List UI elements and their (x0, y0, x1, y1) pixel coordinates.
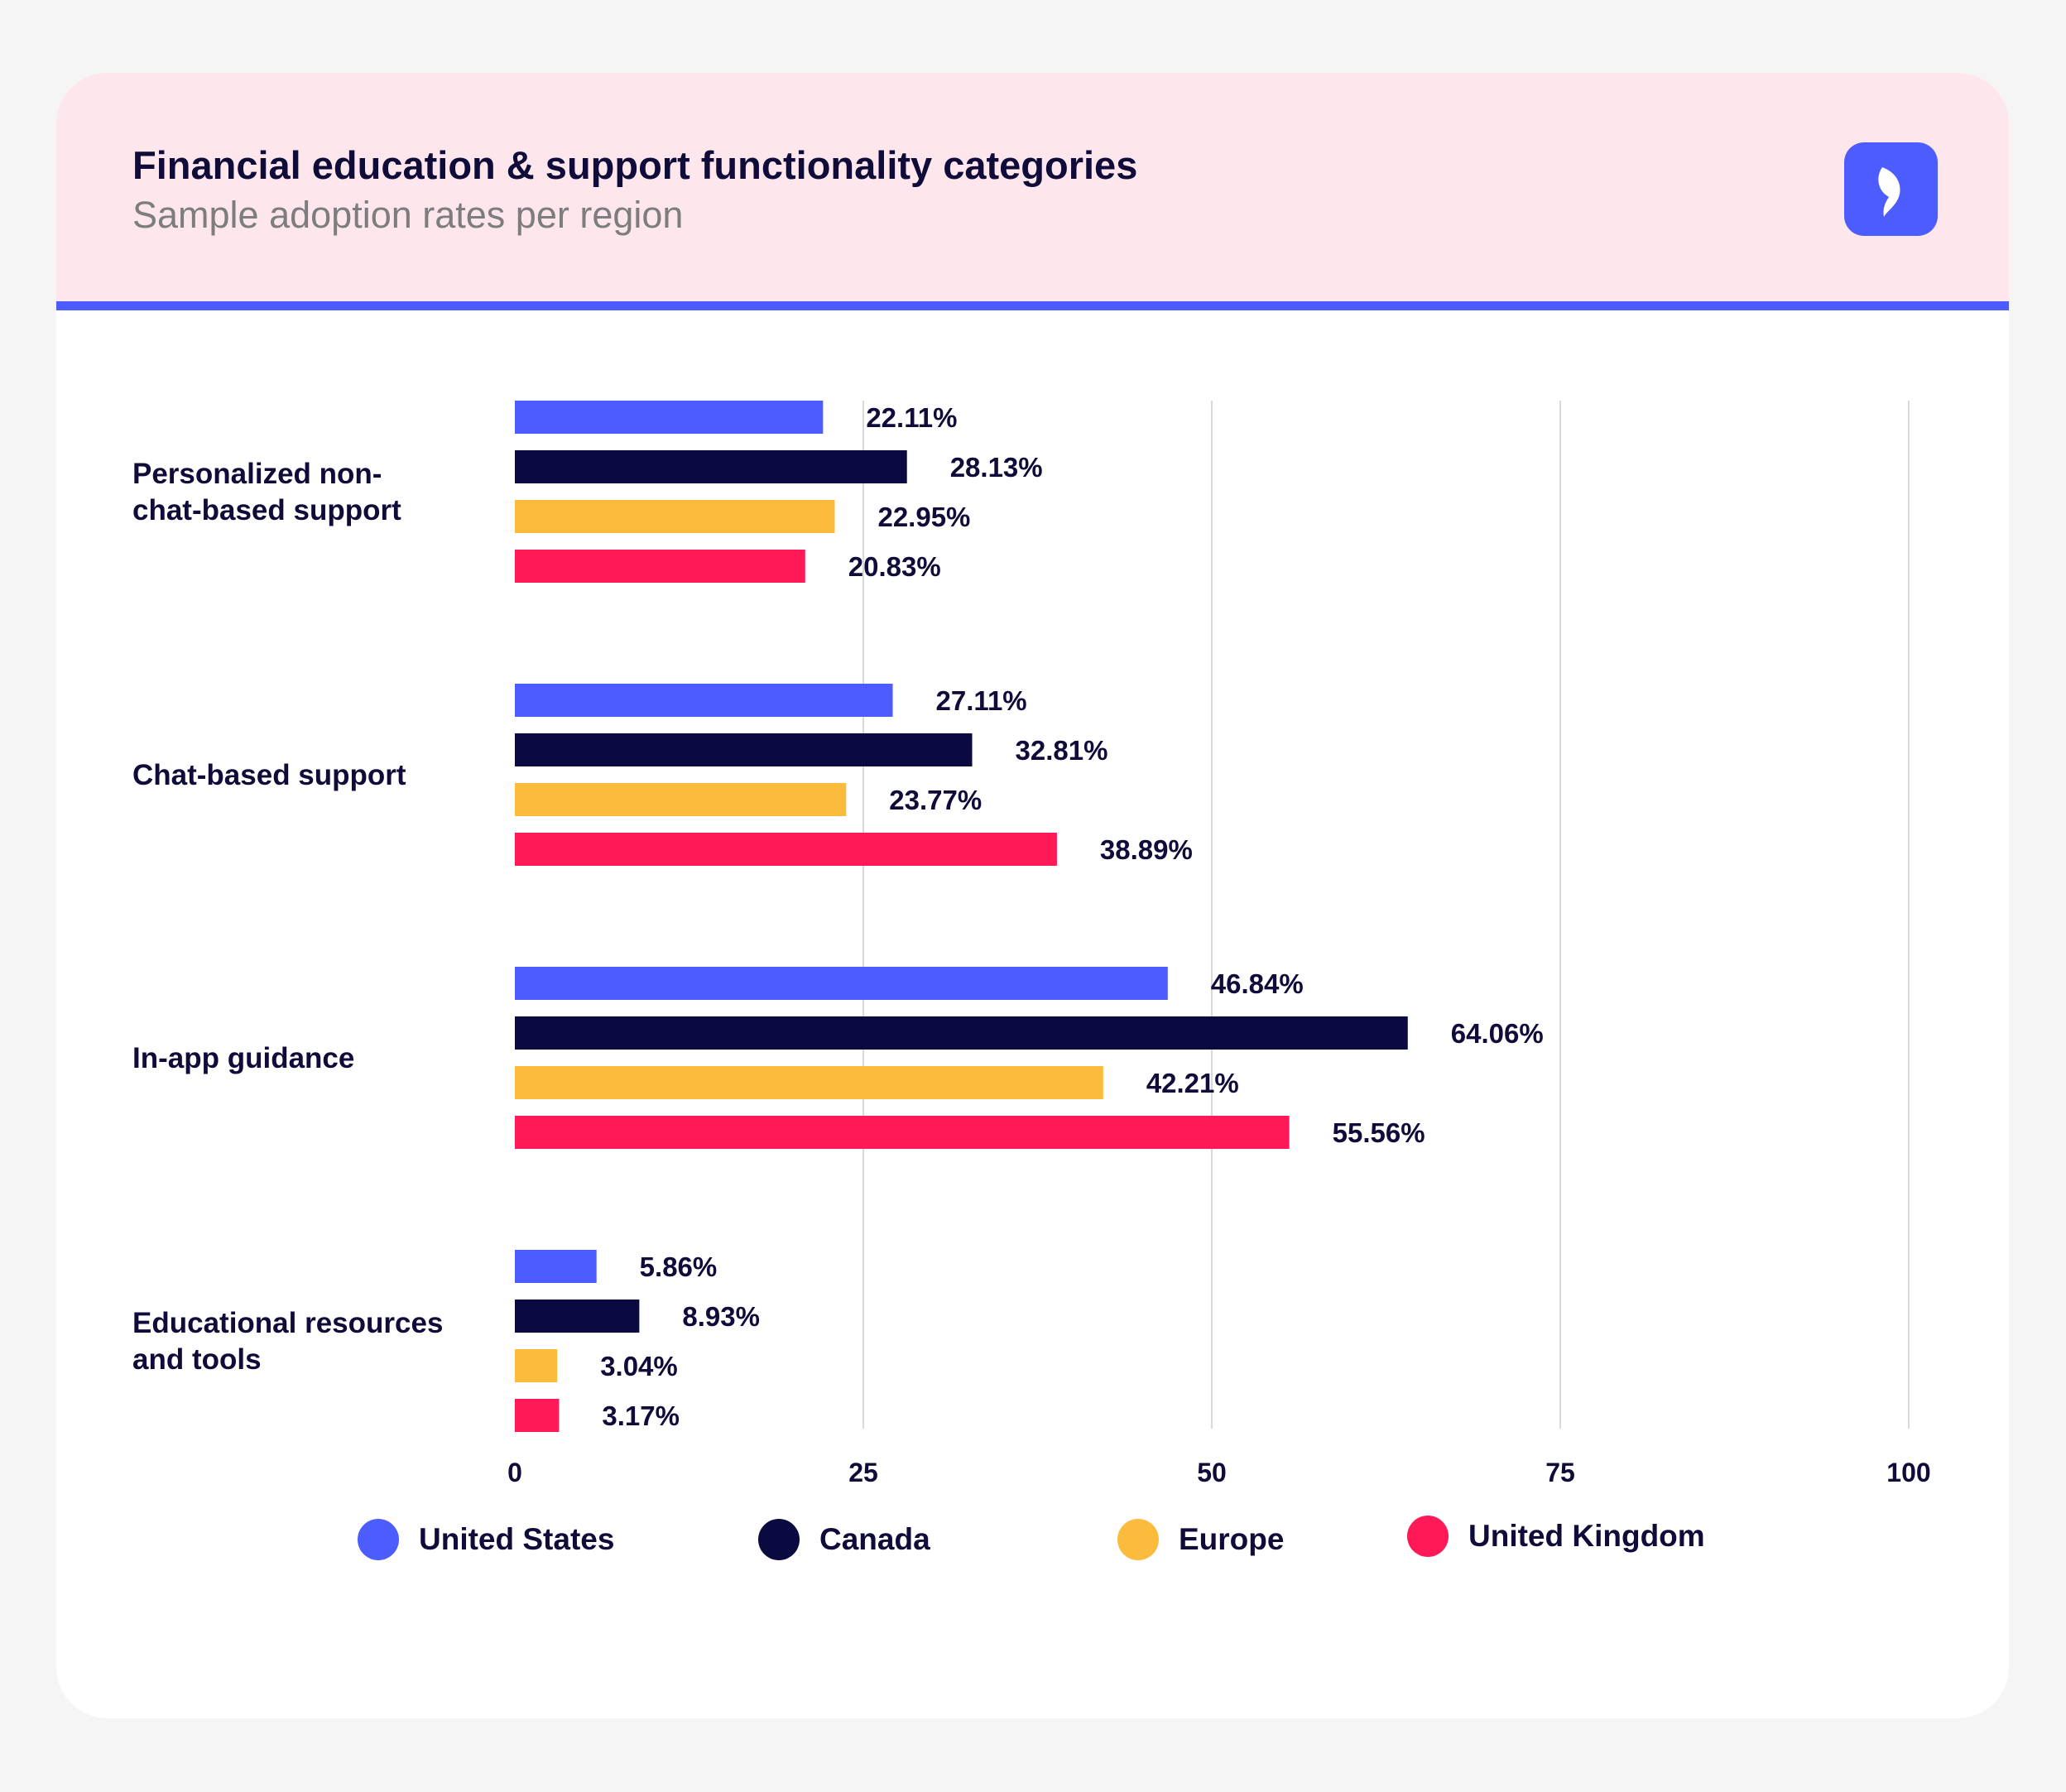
category-label-personalized-non-chat-based-support: Personalized non-chat-based support (132, 458, 401, 526)
category-label-line: Educational resources (132, 1307, 443, 1339)
value-label-personalized-non-chat-based-support-europe: 22.95% (877, 502, 970, 532)
value-label-personalized-non-chat-based-support-united-kingdom: 20.83% (848, 551, 941, 582)
category-label-line: and tools (132, 1343, 262, 1376)
brand-leaf-icon (1844, 142, 1938, 236)
legend-item-canada: Canada (758, 1506, 930, 1573)
category-label-in-app-guidance: In-app guidance (132, 1042, 354, 1074)
bar-chat-based-support-canada (515, 733, 973, 766)
legend-item-united-states: United States (358, 1506, 614, 1573)
bar-educational-resources-and-tools-united-kingdom (515, 1399, 560, 1432)
bar-in-app-guidance-united-kingdom (515, 1116, 1290, 1149)
bar-educational-resources-and-tools-europe (515, 1349, 558, 1382)
chart-subtitle: Sample adoption rates per region (132, 194, 684, 236)
category-label-line: chat-based support (132, 494, 401, 526)
legend-label-united-kingdom: United Kingdom (1468, 1519, 1705, 1553)
category-label-line: In-app guidance (132, 1042, 354, 1074)
value-label-in-app-guidance-canada: 64.06% (1451, 1018, 1544, 1049)
value-label-chat-based-support-united-kingdom: 38.89% (1100, 834, 1193, 865)
legend-swatch-canada (758, 1519, 800, 1560)
chart-legend: United States Canada Europe United Kingd… (0, 1506, 2066, 1573)
value-label-chat-based-support-europe: 23.77% (889, 785, 982, 815)
bar-chat-based-support-united-kingdom (515, 833, 1057, 866)
legend-label-canada: Canada (819, 1522, 930, 1556)
category-label-chat-based-support: Chat-based support (132, 759, 406, 791)
chart-header: Financial education & support functional… (56, 73, 2009, 310)
bar-personalized-non-chat-based-support-europe (515, 500, 835, 533)
bar-educational-resources-and-tools-canada (515, 1300, 640, 1333)
value-label-in-app-guidance-united-kingdom: 55.56% (1333, 1117, 1425, 1148)
bar-in-app-guidance-canada (515, 1016, 1408, 1050)
value-label-educational-resources-and-tools-canada: 8.93% (682, 1301, 760, 1332)
legend-swatch-united-states (358, 1519, 399, 1560)
legend-swatch-europe (1117, 1519, 1159, 1560)
x-tick-label-0: 0 (507, 1458, 522, 1487)
bar-in-app-guidance-europe (515, 1066, 1103, 1099)
category-label-educational-resources-and-tools: Educational resources and tools (132, 1307, 443, 1376)
value-label-chat-based-support-united-states: 27.11% (936, 685, 1027, 716)
value-label-personalized-non-chat-based-support-united-states: 22.11% (866, 402, 957, 433)
value-label-educational-resources-and-tools-united-states: 5.86% (640, 1252, 718, 1282)
bar-chat-based-support-united-states (515, 684, 893, 717)
x-tick-label-50: 50 (1197, 1458, 1227, 1487)
bar-educational-resources-and-tools-united-states (515, 1250, 597, 1283)
x-tick-label-75: 75 (1545, 1458, 1575, 1487)
legend-label-united-states: United States (419, 1522, 615, 1556)
legend-label-europe: Europe (1179, 1522, 1285, 1556)
x-tick-label-25: 25 (848, 1458, 878, 1487)
bar-in-app-guidance-united-states (515, 967, 1168, 1000)
legend-swatch-united-kingdom (1407, 1516, 1449, 1557)
x-tick-label-100: 100 (1886, 1458, 1930, 1487)
bar-personalized-non-chat-based-support-united-kingdom (515, 550, 805, 583)
bar-personalized-non-chat-based-support-canada (515, 450, 907, 483)
bar-personalized-non-chat-based-support-united-states (515, 401, 824, 434)
legend-item-europe: Europe (1117, 1506, 1284, 1573)
bar-chat-based-support-europe (515, 783, 847, 816)
category-label-line: Chat-based support (132, 759, 406, 791)
value-label-in-app-guidance-europe: 42.21% (1146, 1068, 1239, 1098)
value-label-educational-resources-and-tools-europe: 3.04% (600, 1351, 678, 1381)
brand-leaf-glyph (1878, 167, 1900, 217)
legend-item-united-kingdom: United Kingdom (1407, 1503, 1705, 1569)
value-label-in-app-guidance-united-states: 46.84% (1211, 968, 1304, 999)
value-label-educational-resources-and-tools-united-kingdom: 3.17% (602, 1400, 680, 1431)
value-label-personalized-non-chat-based-support-canada: 28.13% (950, 452, 1043, 483)
chart-title: Financial education & support functional… (132, 143, 1138, 187)
value-label-chat-based-support-canada: 32.81% (1016, 735, 1108, 766)
category-label-line: Personalized non- (132, 458, 382, 490)
chart-card: Financial education & support functional… (56, 73, 2009, 1718)
